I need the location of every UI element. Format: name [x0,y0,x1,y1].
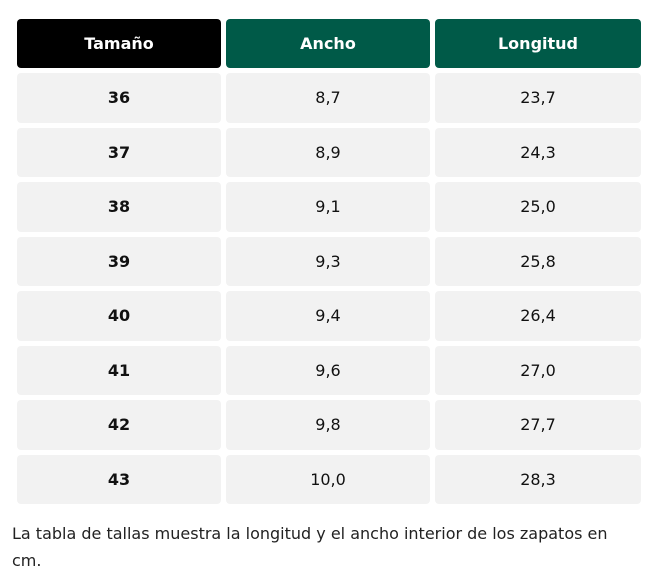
table-cell: 8,9 [226,127,430,177]
table-cell: 27,0 [435,345,641,395]
table-cell: 9,4 [226,291,430,341]
header-cell: Ancho [226,19,430,68]
table-cell: 9,8 [226,400,430,450]
header-cell: Longitud [435,19,641,68]
table-cell: 39 [17,236,221,286]
table-cell: 9,6 [226,345,430,395]
table-cell: 27,7 [435,400,641,450]
table-cell: 41 [17,345,221,395]
table-cell: 10,0 [226,454,430,504]
table-cell: 9,1 [226,182,430,232]
table-cell: 38 [17,182,221,232]
table-cell: 8,7 [226,73,430,123]
table-cell: 28,3 [435,454,641,504]
table-cell: 23,7 [435,73,641,123]
table-cell: 43 [17,454,221,504]
table-cell: 9,3 [226,236,430,286]
table-cell: 25,8 [435,236,641,286]
table-cell: 24,3 [435,127,641,177]
caption: La tabla de tallas muestra la longitud y… [12,524,608,570]
header-cell: Tamaño [17,19,221,68]
table-cell: 37 [17,127,221,177]
table-cell: 26,4 [435,291,641,341]
table-cell: 42 [17,400,221,450]
table-cell: 25,0 [435,182,641,232]
table-cell: 36 [17,73,221,123]
table-cell: 40 [17,291,221,341]
size-table: Tamaño Ancho Longitud 36 8,7 23,7 37 8,9 24,3 38 9… [17,19,641,504]
